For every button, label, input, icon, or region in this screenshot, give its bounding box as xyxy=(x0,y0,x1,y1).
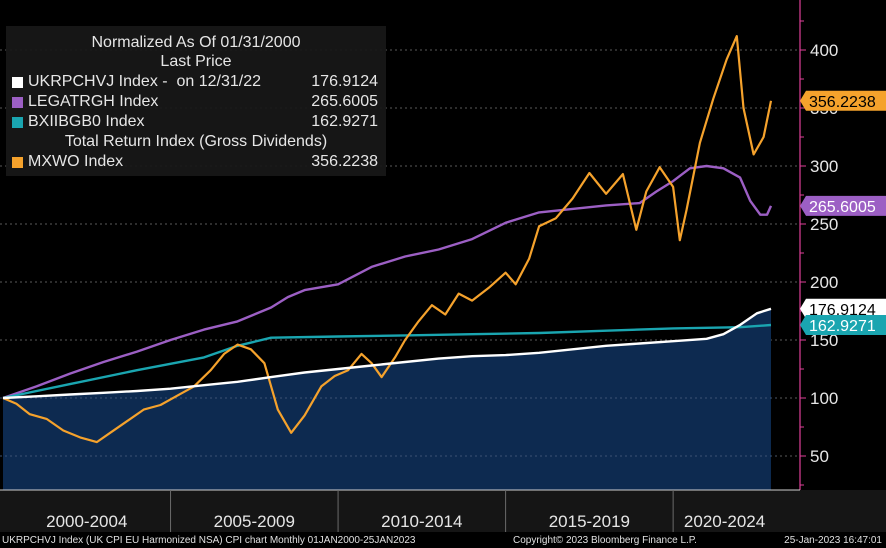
legend-row-ukrpchvj: UKRPCHVJ Index - on 12/31/22 176.9124 xyxy=(12,72,382,92)
series-line-bxiibgb0 xyxy=(2,323,772,400)
legend-title: Normalized As Of 01/31/2000 xyxy=(91,34,301,51)
value-tag-bg-ukrpchvj xyxy=(800,298,886,319)
legend-swatch-mxwo xyxy=(12,157,23,168)
legend-label-bxiibgb0: BXIIBGB0 Index xyxy=(28,113,145,130)
legend-row-legatrgh: LEGATRGH Index 265.6005 xyxy=(12,92,382,112)
value-tag-bg-mxwo xyxy=(800,90,886,111)
series-line-mxwo xyxy=(2,34,773,444)
y-tick-label-150: 150 xyxy=(810,331,838,350)
footer-copyright: Copyright© 2023 Bloomberg Finance L.P. xyxy=(513,535,697,546)
legend-swatch-ukrpchvj xyxy=(12,77,23,88)
legend-label-legatrgh: LEGATRGH Index xyxy=(28,93,159,110)
legend-label-ukrpchvj: UKRPCHVJ Index - on 12/31/22 xyxy=(28,73,262,90)
y-tick-label-300: 300 xyxy=(810,157,838,176)
x-tick-label-2015-2019: 2015-2019 xyxy=(549,512,630,531)
value-tag-bxiibgb0: 162.9271 xyxy=(800,315,886,336)
legend-mxwo-note: Total Return Index (Gross Dividends) xyxy=(64,133,328,150)
y-tick-label-200: 200 xyxy=(810,273,838,292)
legend-box: Normalized As Of 01/31/2000 Last Price U… xyxy=(6,26,386,176)
y-tick-label-250: 250 xyxy=(810,215,838,234)
value-tag-text-legatrgh: 265.6005 xyxy=(809,199,876,216)
series-line-legatrgh xyxy=(2,164,773,400)
x-tick-label-2010-2014: 2010-2014 xyxy=(381,512,462,531)
legend-swatch-bxiibgb0 xyxy=(12,117,23,128)
value-tag-text-mxwo: 356.2238 xyxy=(809,94,876,111)
y-tick-label-100: 100 xyxy=(810,389,838,408)
x-tick-label-2000-2004: 2000-2004 xyxy=(46,512,127,531)
footer-description: UKRPCHVJ Index (UK CPI EU Harmonized NSA… xyxy=(2,535,416,546)
legend-row-mxwo: MXWO Index 356.2238 xyxy=(12,152,382,172)
value-tag-bg-bxiibgb0 xyxy=(800,315,886,336)
value-tag-ukrpchvj: 176.9124 xyxy=(800,298,886,319)
legend-row-bxiibgb0: BXIIBGB0 Index 162.9271 xyxy=(12,112,382,132)
value-tag-legatrgh: 265.6005 xyxy=(800,195,886,216)
value-tag-bg-legatrgh xyxy=(800,195,886,216)
legend-value-bxiibgb0: 162.9271 xyxy=(311,113,378,130)
series-line-ukrpchvj xyxy=(2,307,772,400)
x-tick-label-2005-2009: 2005-2009 xyxy=(214,512,295,531)
legend-value-mxwo: 356.2238 xyxy=(311,153,378,170)
value-tag-mxwo: 356.2238 xyxy=(800,90,886,111)
value-tag-text-bxiibgb0: 162.9271 xyxy=(809,318,876,335)
legend-value-ukrpchvj: 176.9124 xyxy=(311,73,378,90)
legend-value-legatrgh: 265.6005 xyxy=(311,93,378,110)
footer-timestamp: 25-Jan-2023 16:47:01 xyxy=(784,535,882,546)
legend-swatch-legatrgh xyxy=(12,97,23,108)
legend-subtitle: Last Price xyxy=(160,53,232,70)
series-area-ukrpchvj xyxy=(3,308,771,490)
x-tick-label-2020-2024: 2020-2024 xyxy=(684,512,765,531)
y-tick-label-400: 400 xyxy=(810,41,838,60)
value-tag-text-ukrpchvj: 176.9124 xyxy=(809,302,876,319)
y-tick-label-50: 50 xyxy=(810,447,829,466)
legend-label-mxwo: MXWO Index xyxy=(28,153,124,170)
footer-strip xyxy=(0,532,886,548)
x-axis-band xyxy=(0,490,886,532)
